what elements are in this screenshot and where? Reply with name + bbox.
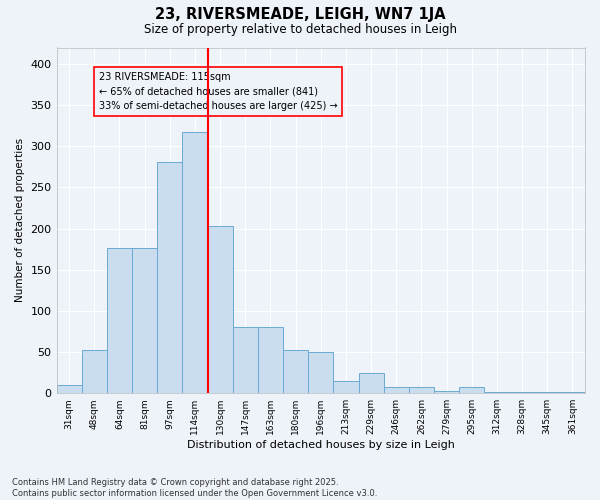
Bar [82,350,107,393]
Bar [107,248,132,393]
Bar [283,350,308,393]
Bar [459,388,484,393]
Bar [484,392,509,393]
Bar [509,392,535,393]
Bar [535,392,560,393]
Bar [208,226,233,393]
Bar [434,390,459,393]
Bar [258,328,283,393]
Bar [308,352,334,393]
Y-axis label: Number of detached properties: Number of detached properties [15,138,25,302]
X-axis label: Distribution of detached houses by size in Leigh: Distribution of detached houses by size … [187,440,455,450]
Text: 23, RIVERSMEADE, LEIGH, WN7 1JA: 23, RIVERSMEADE, LEIGH, WN7 1JA [155,8,445,22]
Bar [182,132,208,393]
Bar [409,386,434,393]
Bar [233,328,258,393]
Text: Contains HM Land Registry data © Crown copyright and database right 2025.
Contai: Contains HM Land Registry data © Crown c… [12,478,377,498]
Text: 23 RIVERSMEADE: 115sqm
← 65% of detached houses are smaller (841)
33% of semi-de: 23 RIVERSMEADE: 115sqm ← 65% of detached… [99,72,337,112]
Bar [560,392,585,393]
Bar [132,248,157,393]
Bar [157,162,182,393]
Bar [359,374,383,393]
Bar [334,381,359,393]
Bar [56,385,82,393]
Text: Size of property relative to detached houses in Leigh: Size of property relative to detached ho… [143,22,457,36]
Bar [383,388,409,393]
